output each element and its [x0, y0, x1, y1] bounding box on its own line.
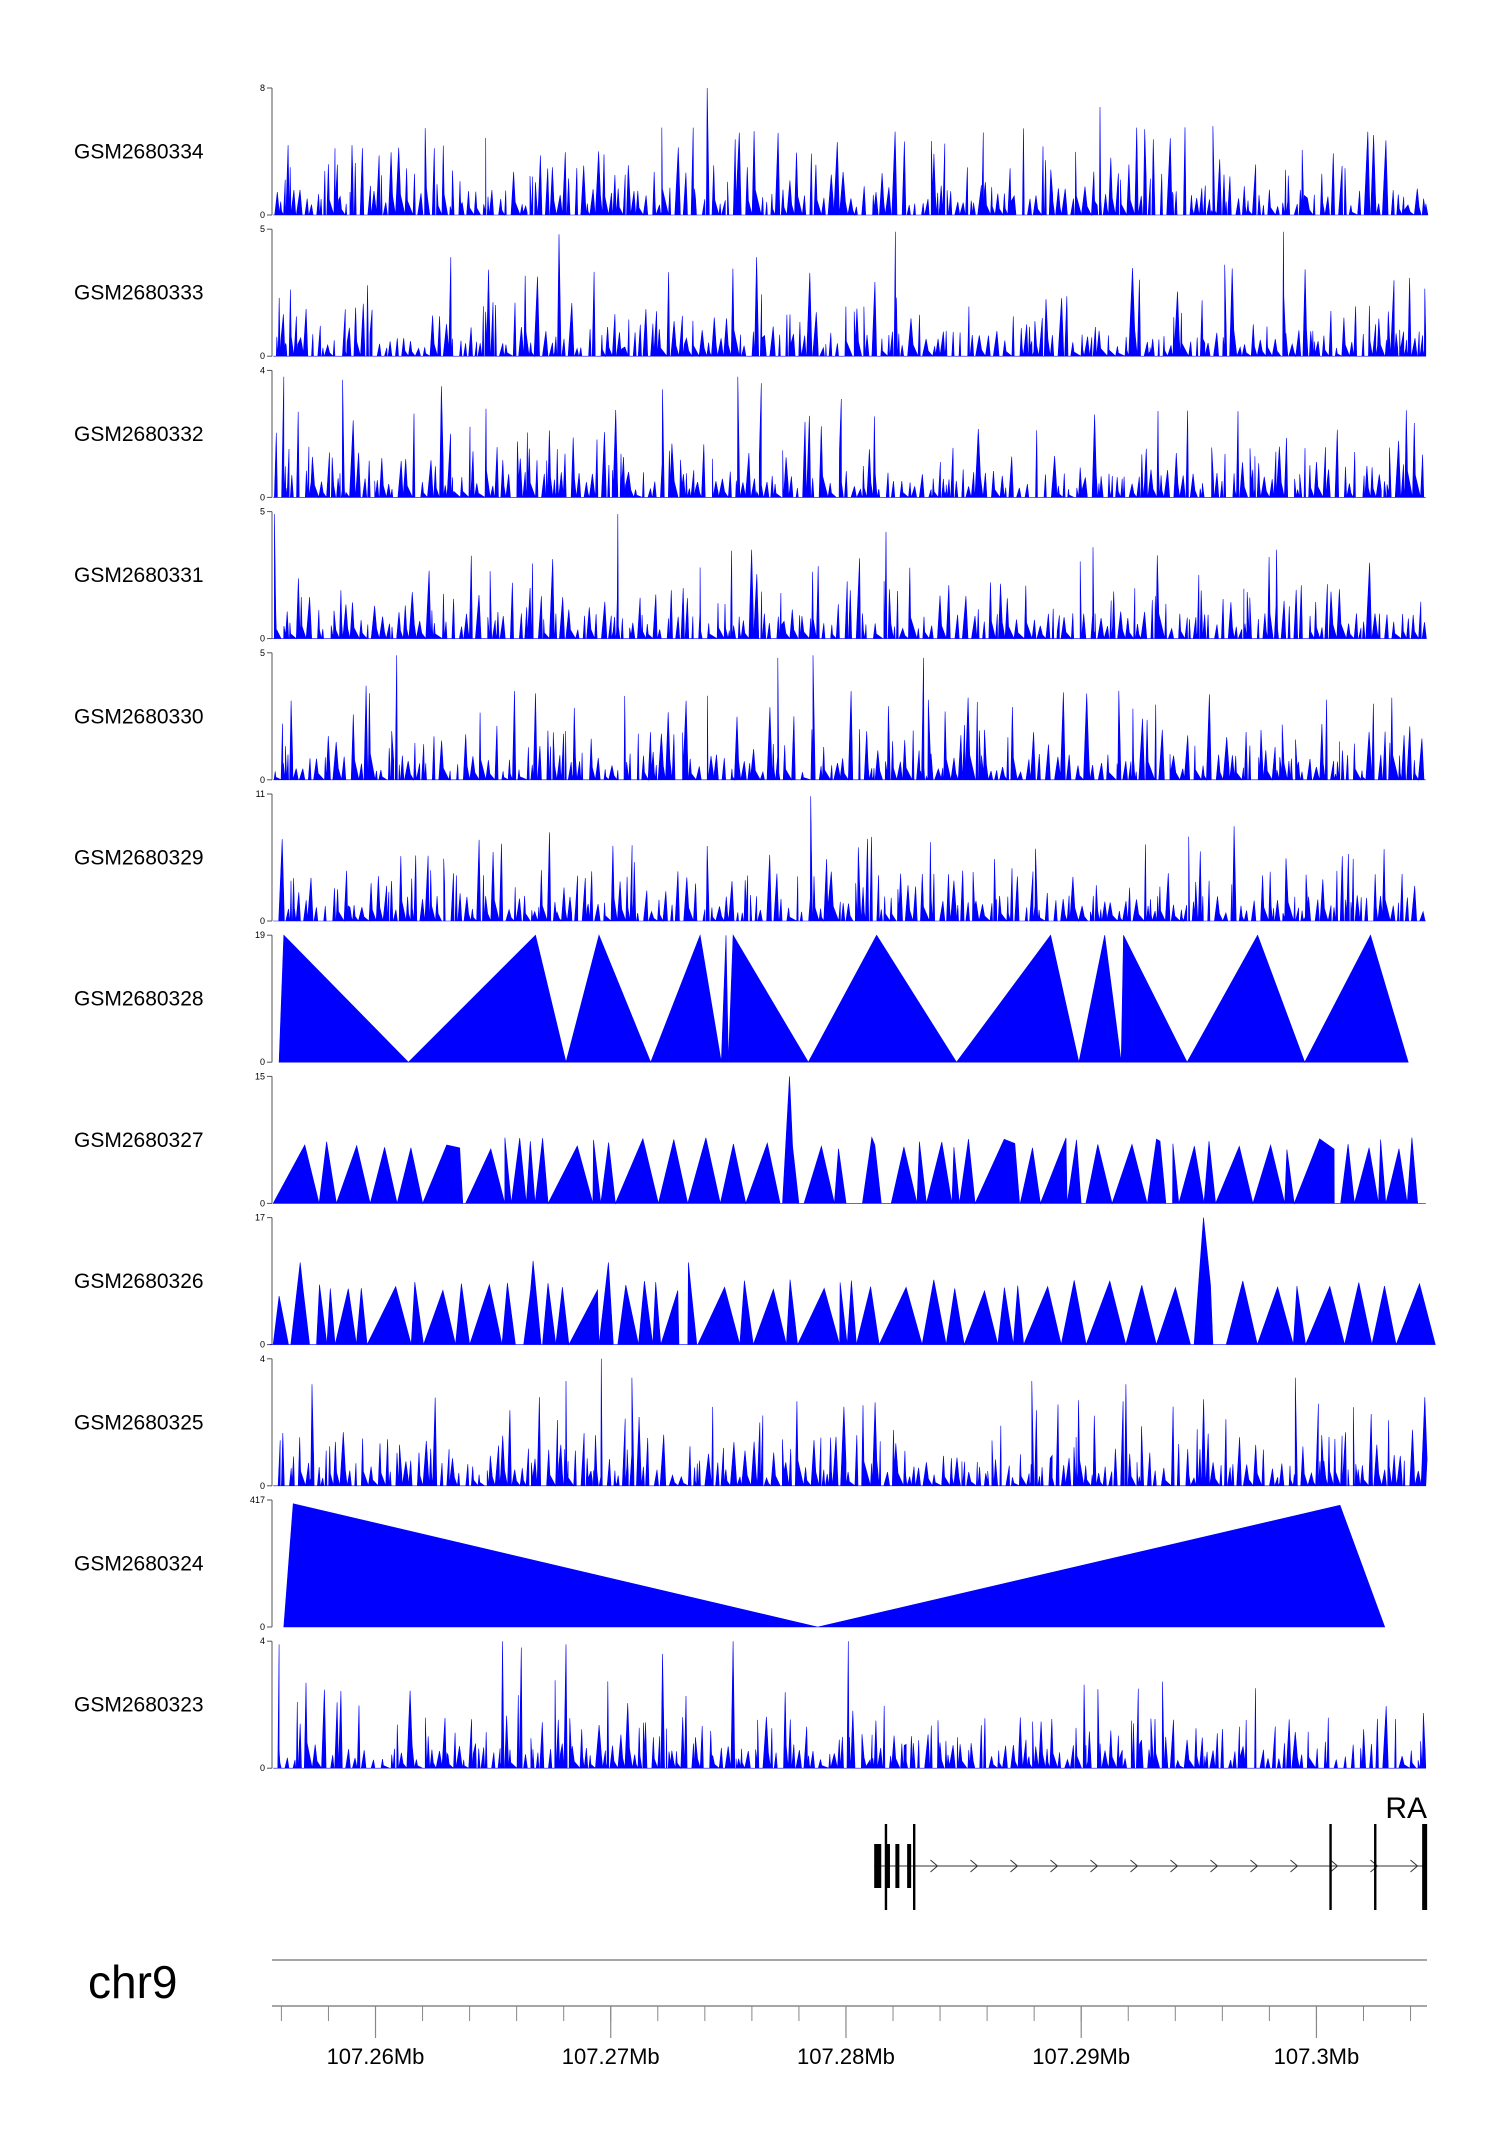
coverage-area: [272, 1076, 1426, 1205]
y-max-label: 5: [260, 224, 265, 234]
y-max-label: 417: [250, 1495, 265, 1505]
coverage-area: [273, 87, 1429, 217]
track-label: GSM2680323: [74, 1694, 204, 1717]
track-GSM2680329: GSM2680329 11 0: [74, 789, 1426, 926]
track-GSM2680327: GSM2680327 15 0: [74, 1071, 1426, 1208]
track-GSM2680323: GSM2680323 4 0: [74, 1636, 1427, 1773]
y-max-label: 19: [255, 930, 265, 940]
track-label: GSM2680331: [74, 564, 204, 587]
exon-mark: [1422, 1824, 1428, 1910]
x-tick-label: 107.3Mb: [1274, 2044, 1360, 2069]
track-label: GSM2680332: [74, 423, 204, 446]
track-GSM2680328: GSM2680328 19 0: [74, 930, 1409, 1067]
y-max-label: 15: [255, 1071, 265, 1081]
track-label: GSM2680329: [74, 847, 204, 870]
exon-mark: [1329, 1824, 1332, 1910]
y-min-label: 0: [260, 1340, 265, 1350]
exon: [895, 1844, 900, 1888]
strand-chevron: [1330, 1859, 1339, 1873]
y-max-label: 4: [260, 1636, 265, 1646]
y-max-label: 5: [260, 507, 265, 517]
y-max-label: 8: [260, 83, 265, 93]
x-tick-label: 107.26Mb: [327, 2044, 425, 2069]
coverage-area: [272, 514, 1427, 640]
track-GSM2680326: GSM2680326 17 0: [74, 1213, 1436, 1350]
y-min-label: 0: [260, 1057, 265, 1067]
strand-chevron: [970, 1859, 979, 1873]
strand-chevron: [1090, 1859, 1099, 1873]
y-max-label: 4: [260, 365, 265, 375]
y-max-label: 5: [260, 648, 265, 658]
track-GSM2680331: GSM2680331 5 0: [74, 507, 1427, 644]
exon: [874, 1844, 882, 1888]
strand-chevron: [1250, 1859, 1259, 1873]
exon: [907, 1844, 912, 1888]
y-min-label: 0: [260, 775, 265, 785]
strand-chevron: [1130, 1859, 1139, 1873]
exon-mark: [1374, 1824, 1377, 1910]
coverage-area: [273, 1358, 1428, 1487]
exon-mark: [912, 1824, 916, 1910]
x-tick-label: 107.28Mb: [797, 2044, 895, 2069]
strand-chevron: [1290, 1859, 1299, 1873]
track-GSM2680332: GSM2680332 4 0: [74, 365, 1426, 502]
genome-axis: chr9 107.26Mb 107.27Mb 107.28Mb 107.29Mb 107.…: [88, 1956, 1427, 2069]
coverage-area: [278, 934, 1409, 1064]
track-label: GSM2680334: [74, 141, 204, 164]
track-GSM2680333: GSM2680333 5 0: [74, 224, 1427, 361]
y-min-label: 0: [260, 916, 265, 926]
y-max-label: 17: [255, 1213, 265, 1223]
exon: [885, 1844, 890, 1888]
track-label: GSM2680327: [74, 1129, 204, 1152]
track-label: GSM2680333: [74, 282, 204, 305]
coverage-area: [273, 796, 1426, 923]
strand-chevron: [1050, 1859, 1059, 1873]
y-min-label: 0: [260, 634, 265, 644]
y-min-label: 0: [260, 1481, 265, 1491]
gene-track: RA: [874, 1792, 1428, 1910]
y-min-label: 0: [260, 1763, 265, 1773]
y-min-label: 0: [260, 1198, 265, 1208]
track-GSM2680330: GSM2680330 5 0: [74, 648, 1426, 785]
y-max-label: 11: [256, 789, 265, 799]
coverage-area: [273, 376, 1426, 499]
y-min-label: 0: [260, 492, 265, 502]
coverage-area: [269, 1217, 1436, 1346]
strand-chevron: [1370, 1859, 1379, 1873]
coverage-tracks: GSM268033480GSM268033350GSM268033240GSM2…: [74, 83, 1436, 1773]
x-tick-label: 107.29Mb: [1032, 2044, 1130, 2069]
track-label: GSM2680328: [74, 988, 204, 1011]
strand-chevron: [1210, 1859, 1219, 1873]
x-tick-label: 107.27Mb: [562, 2044, 660, 2069]
y-min-label: 0: [260, 210, 265, 220]
coverage-area: [273, 655, 1426, 781]
strand-chevron: [930, 1859, 939, 1873]
coverage-area: [273, 1641, 1427, 1770]
strand-chevron: [1170, 1859, 1179, 1873]
y-min-label: 0: [260, 1622, 265, 1632]
y-min-label: 0: [260, 351, 265, 361]
track-GSM2680324: GSM2680324 417 0: [74, 1495, 1386, 1632]
track-label: GSM2680326: [74, 1270, 204, 1293]
strand-chevron: [1410, 1859, 1419, 1873]
track-label: GSM2680325: [74, 1411, 204, 1434]
gene-label: RA: [1385, 1792, 1427, 1825]
coverage-area: [273, 231, 1427, 358]
chromosome-label: chr9: [88, 1956, 177, 2008]
track-GSM2680325: GSM2680325 4 0: [74, 1354, 1428, 1491]
exon-mark: [884, 1824, 888, 1910]
track-GSM2680334: GSM2680334 8 0: [74, 83, 1429, 220]
strand-chevron: [1010, 1859, 1019, 1873]
y-max-label: 4: [260, 1354, 265, 1364]
track-label: GSM2680324: [74, 1553, 204, 1576]
coverage-area: [283, 1503, 1386, 1628]
track-label: GSM2680330: [74, 705, 204, 728]
